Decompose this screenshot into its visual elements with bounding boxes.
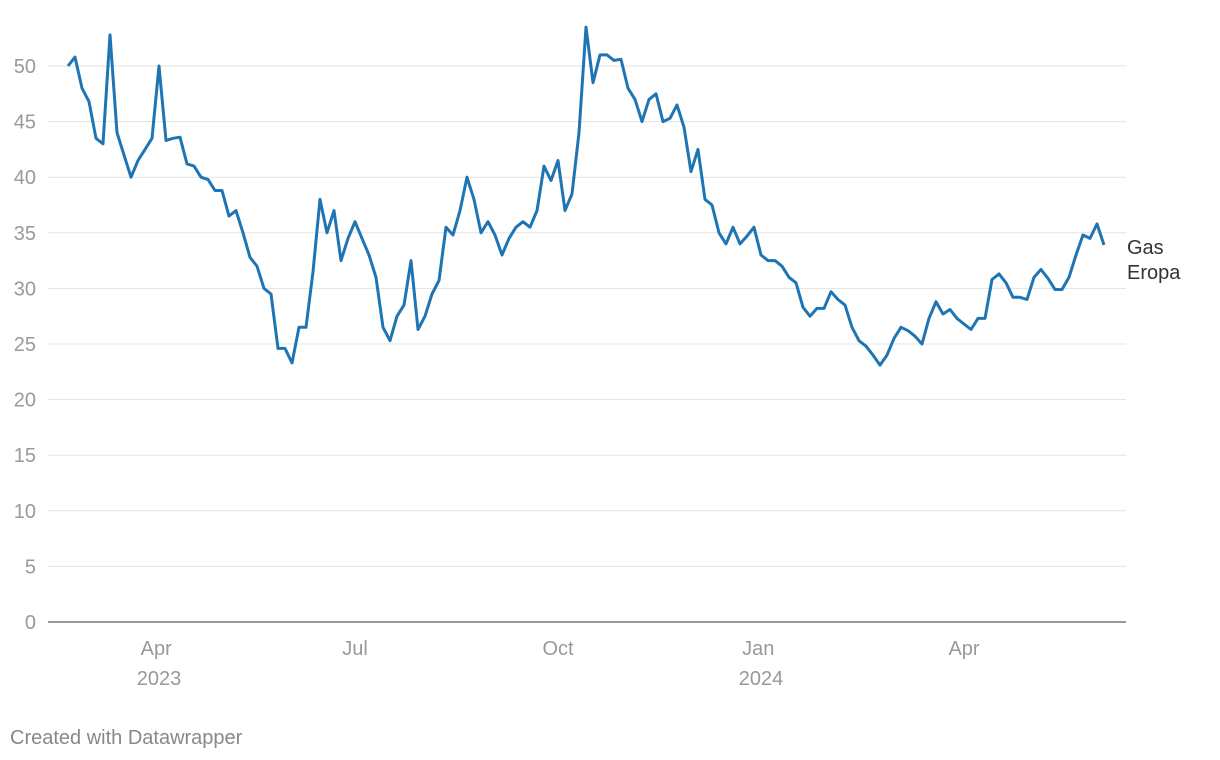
y-tick-label: 25	[14, 334, 36, 356]
y-tick-label: 40	[14, 167, 36, 189]
y-tick-label: 15	[14, 445, 36, 467]
x-tick-label: Jan 2024	[739, 638, 784, 690]
y-tick-label: 5	[25, 556, 36, 578]
y-tick-label: 45	[14, 112, 36, 134]
y-tick-label: 0	[25, 612, 36, 634]
x-tick-label: Jul	[342, 638, 368, 660]
x-tick-label: Oct	[542, 638, 574, 660]
y-tick-label: 20	[14, 390, 36, 412]
source-note: Created with Datawrapper	[10, 727, 243, 749]
series-label: Gas Eropa	[1127, 237, 1181, 284]
x-tick-label: Apr	[948, 638, 979, 660]
line	[66, 25, 1106, 367]
y-tick-label: 30	[14, 278, 36, 300]
y-tick-label: 50	[14, 56, 36, 78]
y-tick-label: 10	[14, 501, 36, 523]
x-tick-label: Apr 2023	[137, 638, 182, 690]
y-tick-label: 35	[14, 223, 36, 245]
